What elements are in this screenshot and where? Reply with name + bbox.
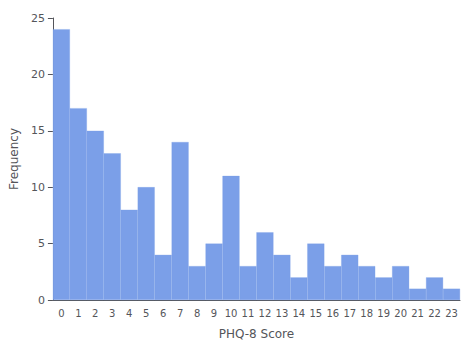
svg-text:18: 18 xyxy=(360,308,373,319)
svg-text:15: 15 xyxy=(31,124,45,137)
svg-text:25: 25 xyxy=(31,12,45,25)
svg-text:23: 23 xyxy=(445,308,458,319)
svg-text:5: 5 xyxy=(38,237,45,250)
svg-text:15: 15 xyxy=(309,308,322,319)
svg-text:16: 16 xyxy=(326,308,339,319)
svg-text:13: 13 xyxy=(276,308,289,319)
svg-text:10: 10 xyxy=(31,181,45,194)
svg-text:PHQ-8 Score: PHQ-8 Score xyxy=(219,327,294,341)
svg-text:Frequency: Frequency xyxy=(7,128,21,190)
svg-text:10: 10 xyxy=(225,308,238,319)
svg-text:21: 21 xyxy=(411,308,424,319)
svg-text:4: 4 xyxy=(126,308,132,319)
svg-text:9: 9 xyxy=(211,308,217,319)
svg-text:0: 0 xyxy=(58,308,64,319)
svg-text:22: 22 xyxy=(428,308,441,319)
svg-text:17: 17 xyxy=(343,308,356,319)
svg-text:3: 3 xyxy=(109,308,115,319)
svg-text:6: 6 xyxy=(160,308,166,319)
svg-text:5: 5 xyxy=(143,308,149,319)
svg-text:11: 11 xyxy=(242,308,255,319)
svg-text:20: 20 xyxy=(394,308,407,319)
svg-text:19: 19 xyxy=(377,308,390,319)
svg-text:8: 8 xyxy=(194,308,200,319)
svg-text:1: 1 xyxy=(75,308,81,319)
svg-text:14: 14 xyxy=(292,308,305,319)
svg-text:2: 2 xyxy=(92,308,98,319)
svg-text:20: 20 xyxy=(31,68,45,81)
svg-text:7: 7 xyxy=(177,308,183,319)
svg-text:0: 0 xyxy=(38,294,45,307)
svg-text:12: 12 xyxy=(259,308,272,319)
